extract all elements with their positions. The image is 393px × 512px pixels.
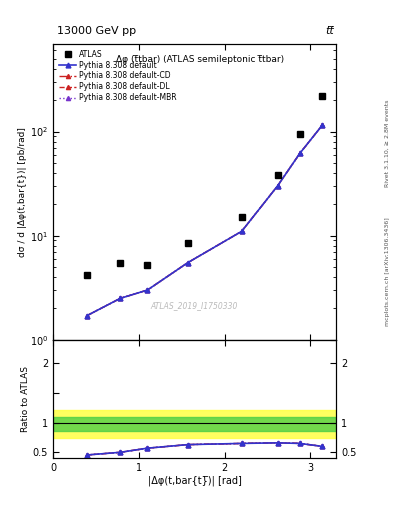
Legend: ATLAS, Pythia 8.308 default, Pythia 8.308 default-CD, Pythia 8.308 default-DL, P: ATLAS, Pythia 8.308 default, Pythia 8.30… [57,47,179,104]
X-axis label: |Δφ(t,bar{t}̅)| [rad]: |Δφ(t,bar{t}̅)| [rad] [148,476,241,486]
Text: Δφ (t̅tbar) (ATLAS semileptonic t̅tbar): Δφ (t̅tbar) (ATLAS semileptonic t̅tbar) [116,55,284,65]
Y-axis label: dσ / d |Δφ(t,bar{t})| [pb/rad]: dσ / d |Δφ(t,bar{t})| [pb/rad] [18,126,27,257]
Y-axis label: Ratio to ATLAS: Ratio to ATLAS [21,366,30,432]
Bar [53,417,336,431]
Text: mcplots.cern.ch [arXiv:1306.3436]: mcplots.cern.ch [arXiv:1306.3436] [385,217,389,326]
Text: tt̅: tt̅ [325,26,334,36]
Text: ATLAS_2019_I1750330: ATLAS_2019_I1750330 [151,301,238,310]
Text: Rivet 3.1.10, ≥ 2.8M events: Rivet 3.1.10, ≥ 2.8M events [385,100,389,187]
Text: 13000 GeV pp: 13000 GeV pp [57,26,136,36]
Bar [53,410,336,438]
